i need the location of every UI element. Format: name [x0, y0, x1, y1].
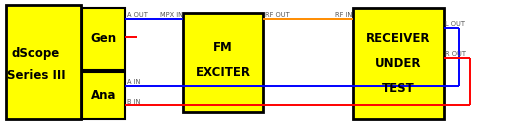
Text: TEST: TEST — [382, 82, 415, 95]
Text: RF IN: RF IN — [335, 12, 352, 18]
FancyBboxPatch shape — [82, 8, 125, 70]
Text: Gen: Gen — [90, 32, 117, 45]
Text: UNDER: UNDER — [375, 57, 422, 70]
Text: B IN: B IN — [127, 99, 140, 105]
Text: RF OUT: RF OUT — [265, 12, 289, 18]
Text: Series III: Series III — [7, 69, 66, 82]
Text: R OUT: R OUT — [445, 51, 466, 57]
FancyBboxPatch shape — [82, 72, 125, 119]
Text: A IN: A IN — [127, 79, 140, 85]
FancyBboxPatch shape — [353, 8, 444, 119]
Text: L OUT: L OUT — [445, 21, 465, 27]
Text: RECEIVER: RECEIVER — [366, 32, 431, 45]
Text: FM: FM — [213, 41, 233, 54]
Text: dScope: dScope — [12, 47, 60, 60]
Text: MPX IN: MPX IN — [159, 12, 183, 18]
Text: Ana: Ana — [91, 89, 116, 102]
FancyBboxPatch shape — [183, 13, 263, 112]
FancyBboxPatch shape — [6, 5, 81, 119]
Text: A OUT: A OUT — [127, 12, 148, 18]
Text: EXCITER: EXCITER — [196, 66, 251, 79]
